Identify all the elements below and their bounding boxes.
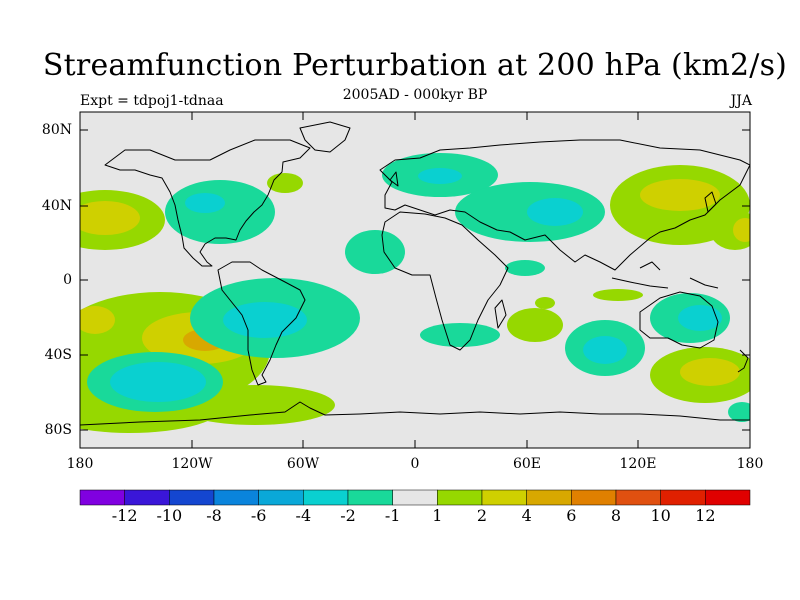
colorbar-label: -4: [295, 506, 312, 525]
coastline-greenland: [299, 121, 351, 153]
contour-negative: [728, 402, 750, 422]
contour-positive: [80, 306, 115, 334]
colorbar-swatch: [79, 489, 125, 506]
colorbar-label: -10: [156, 506, 183, 525]
colorbar-swatch: [437, 489, 483, 506]
colorbar-swatch: [571, 489, 617, 506]
colorbar-label: 10: [650, 506, 671, 525]
colorbar-swatch: [213, 489, 259, 506]
colorbar-swatch: [392, 489, 438, 506]
colorbar-label: -8: [206, 506, 222, 525]
contour-positive: [593, 289, 643, 301]
colorbar-swatch: [303, 489, 349, 506]
contour-negative: [583, 336, 627, 364]
coastline-australia: [639, 291, 719, 349]
contour-positive: [507, 308, 563, 342]
x-tick-label: 120E: [619, 456, 657, 472]
contour-negative: [678, 305, 722, 331]
experiment-label: Expt = tdpoj1-tdnaa: [80, 93, 224, 109]
x-tick-label: 0: [410, 456, 420, 472]
y-tick-label: 80S: [44, 422, 72, 438]
contour-negative: [420, 323, 500, 347]
x-tick-label: 180: [66, 456, 94, 472]
contour-negative: [223, 302, 307, 338]
contour-negative: [185, 193, 225, 213]
colorbar-label: 6: [566, 506, 577, 525]
contour-negative: [110, 362, 206, 402]
y-tick-label: 80N: [41, 122, 72, 138]
colorbar-label: 4: [521, 506, 532, 525]
contour-positive: [535, 297, 555, 309]
coastline-islands: [611, 261, 719, 289]
contour-negative: [527, 198, 583, 226]
contour-positive: [680, 358, 740, 386]
contour-negative: [345, 230, 405, 274]
colorbar-swatch: [347, 489, 393, 506]
coastline-madagascar: [494, 299, 507, 329]
coastline-south-america: [217, 261, 306, 386]
period-label: 2005AD - 000kyr BP: [342, 87, 488, 103]
colorbar-swatch: [481, 489, 527, 506]
colorbar-label: 2: [476, 506, 488, 525]
colorbar-swatch: [526, 489, 572, 506]
coastlines: [80, 121, 750, 426]
colorbar-swatch: [615, 489, 661, 506]
x-tick-label: 60E: [512, 456, 542, 472]
contour-positive: [640, 179, 720, 211]
contour-negative: [505, 260, 545, 276]
colorbar-label: -2: [340, 506, 356, 525]
coastline-small-islands: [389, 171, 717, 213]
colorbar-swatch: [660, 489, 706, 506]
y-tick-label: 40S: [44, 347, 72, 363]
colorbar-label: 12: [695, 506, 716, 525]
colorbar-label: 8: [610, 506, 622, 525]
x-tick-label: 120W: [171, 456, 213, 472]
contour-negative: [418, 168, 462, 184]
contour-positive: [733, 218, 750, 242]
colorbar-label: -1: [384, 506, 401, 525]
colorbar-label: -12: [111, 506, 138, 525]
season-label: JJA: [730, 93, 752, 109]
colorbar-label: -6: [250, 506, 267, 525]
axis-ticks: [79, 112, 751, 448]
map-title: Streamfunction Perturbation at 200 hPa (…: [42, 48, 788, 83]
coastline-antarctica: [80, 401, 750, 426]
y-tick-label: 0: [63, 272, 72, 288]
coastline-north-america: [104, 139, 311, 267]
y-tick-label: 40N: [41, 198, 72, 214]
contour-fields: [80, 153, 750, 433]
coastline-new-zealand: [737, 349, 749, 373]
x-tick-label: 60W: [286, 456, 320, 472]
colorbar-swatch: [258, 489, 304, 506]
colorbar-swatch: [124, 489, 170, 506]
colorbar-label: 1: [432, 506, 443, 525]
coastline-africa: [381, 211, 509, 351]
colorbar-swatch: [169, 489, 215, 506]
coastline-eurasia: [379, 139, 750, 271]
colorbar-swatch: [705, 489, 751, 506]
colorbar: [79, 489, 751, 506]
x-tick-label: 180: [736, 456, 764, 472]
contour-positive: [80, 201, 140, 235]
